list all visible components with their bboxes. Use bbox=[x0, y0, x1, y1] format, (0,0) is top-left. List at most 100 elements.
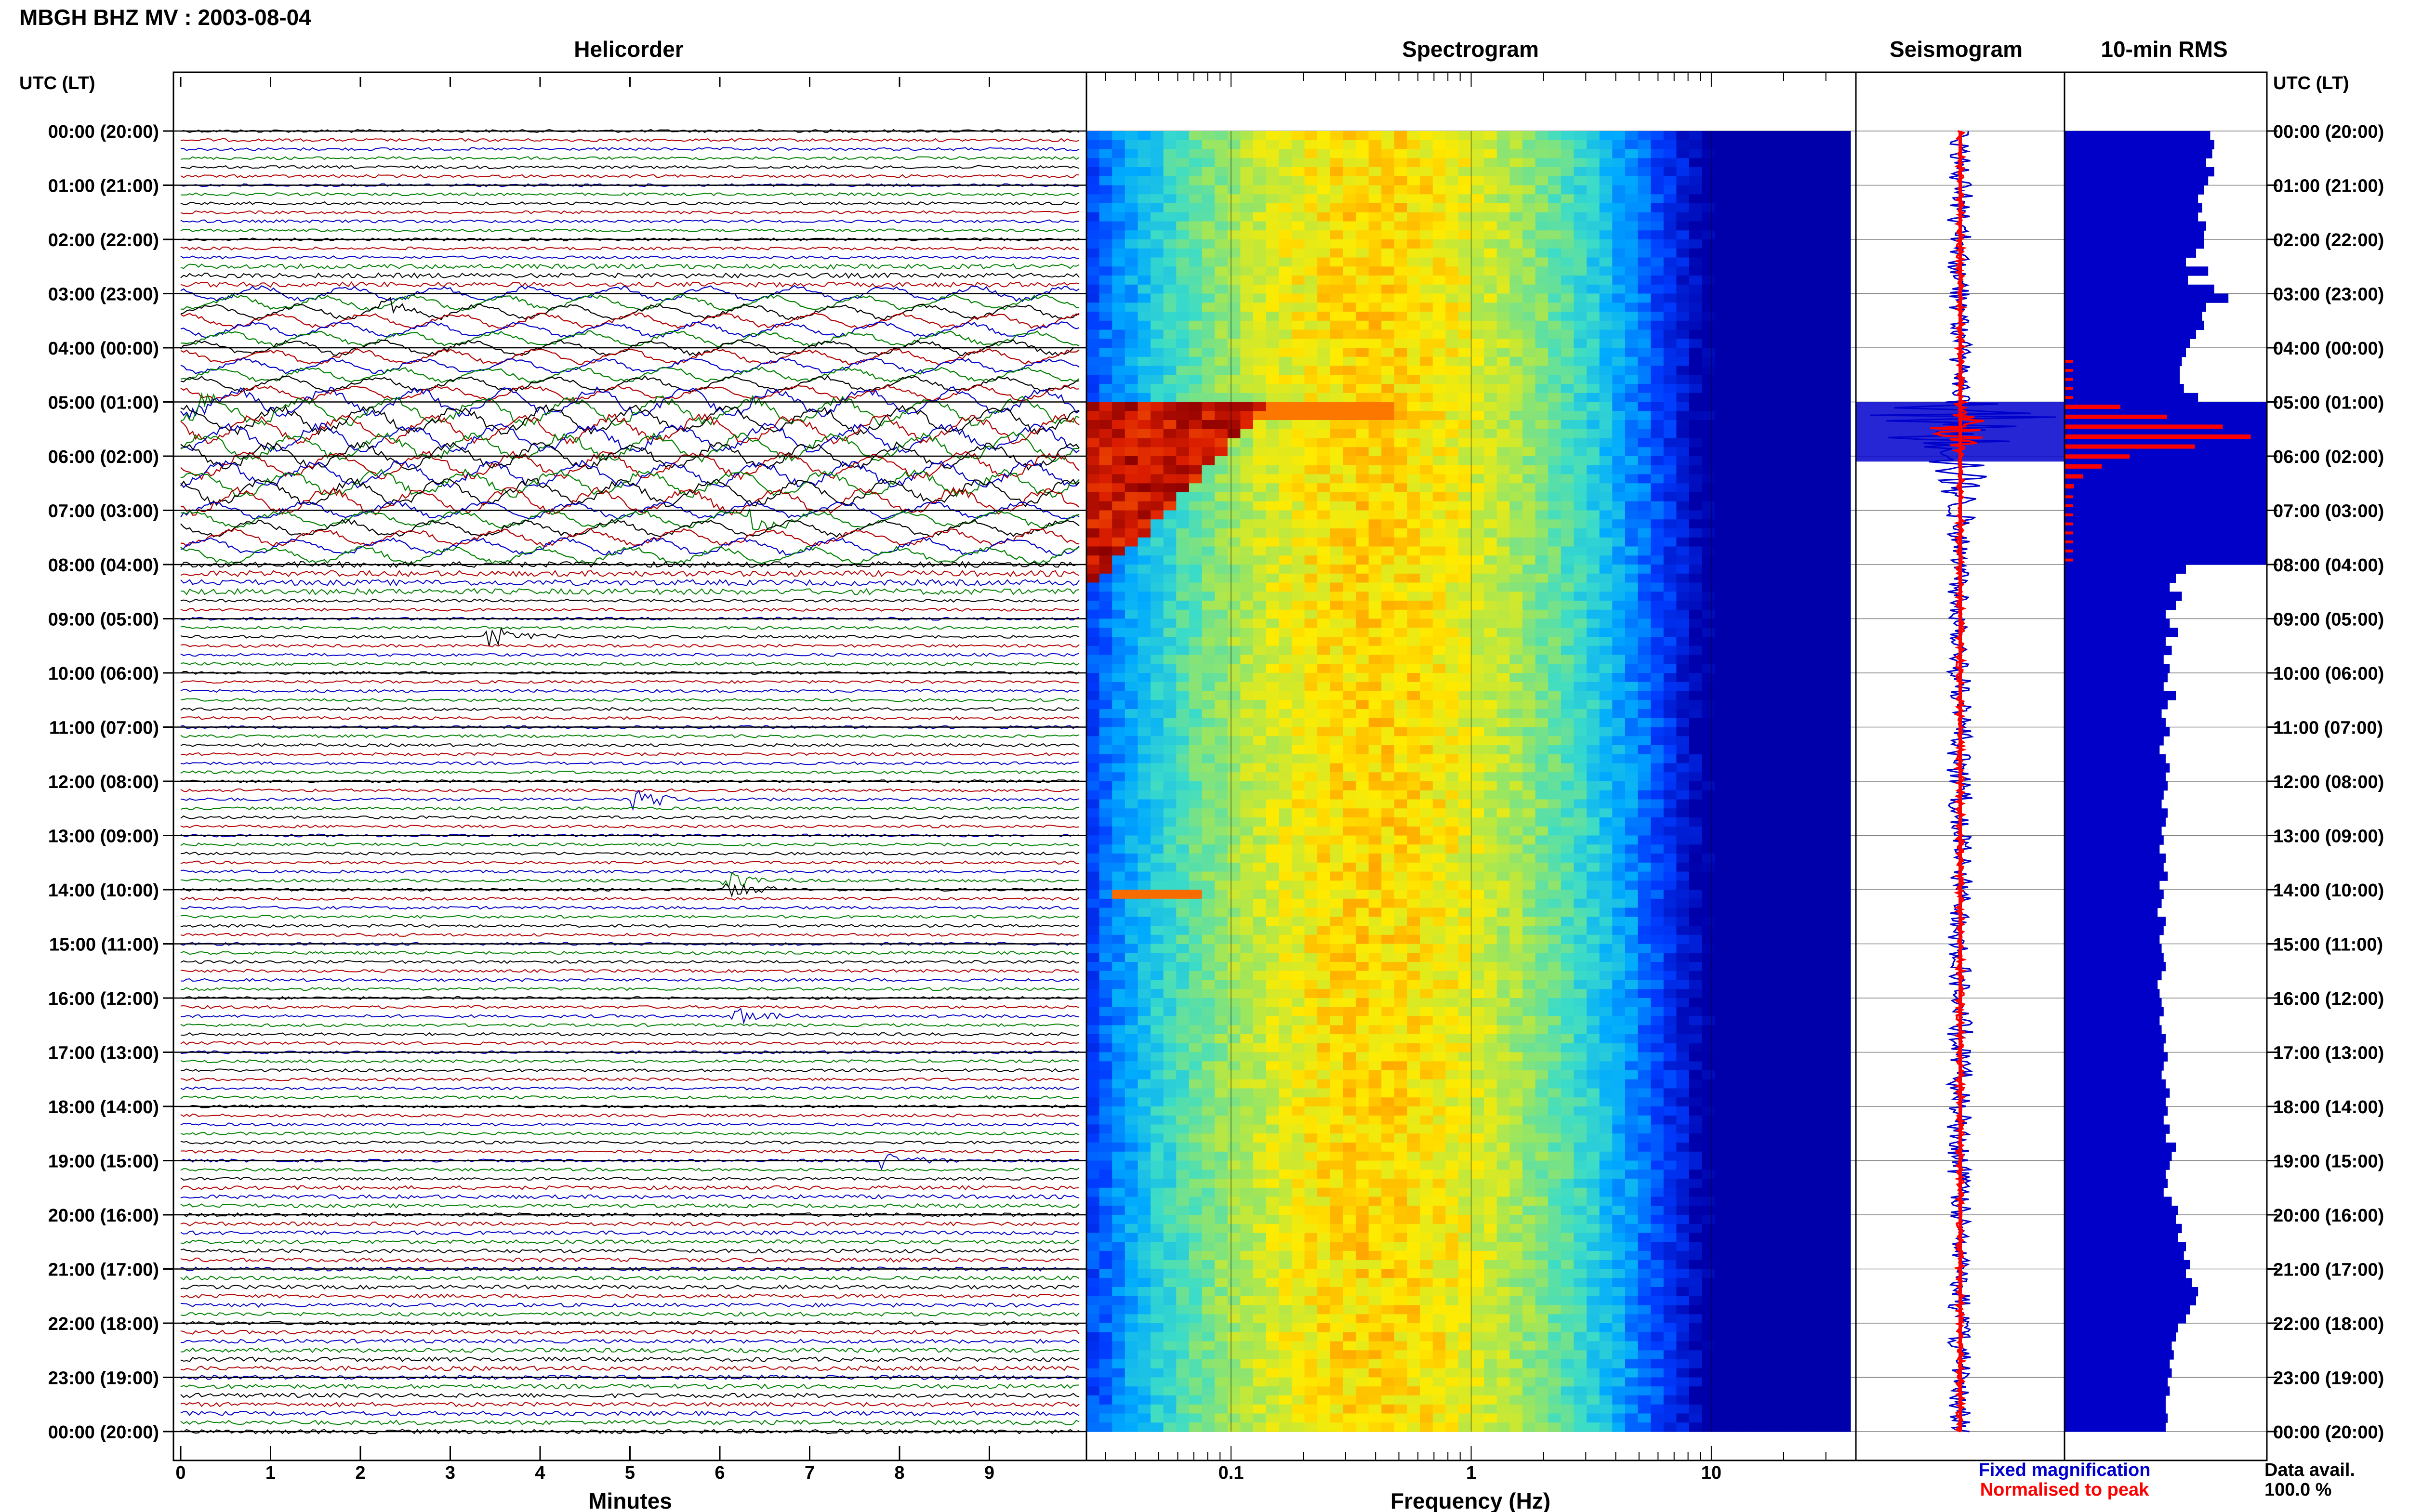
spectrogram-cell bbox=[1381, 393, 1395, 403]
spectrogram-cell bbox=[1663, 356, 1677, 367]
spectrogram-cell bbox=[1484, 565, 1497, 574]
spectrogram-cell bbox=[1587, 194, 1600, 204]
spectrogram-cell bbox=[1176, 664, 1190, 673]
spectrogram-cell bbox=[1253, 176, 1267, 186]
spectrogram-cell bbox=[1599, 420, 1613, 430]
spectrogram-cell bbox=[1689, 573, 1703, 583]
spectrogram-cell bbox=[1253, 537, 1267, 547]
spectrogram-cell bbox=[1240, 565, 1254, 574]
spectrogram-cell bbox=[1227, 384, 1241, 394]
spectrogram-cell bbox=[1753, 447, 1767, 457]
spectrogram-cell bbox=[1458, 645, 1472, 656]
spectrogram-cell bbox=[1368, 691, 1382, 700]
spectrogram-cell bbox=[1355, 149, 1369, 158]
spectrogram-cell bbox=[1522, 257, 1536, 267]
spectrogram-cell bbox=[1176, 546, 1190, 556]
spectrogram-cell bbox=[1151, 230, 1164, 240]
spectrogram-cell bbox=[1202, 411, 1215, 421]
spectrogram-cell bbox=[1215, 384, 1228, 394]
spectrogram-cell bbox=[1484, 411, 1497, 421]
spectrogram-cell bbox=[1394, 293, 1407, 303]
spectrogram-cell bbox=[1830, 637, 1843, 646]
spectrogram-cell bbox=[1317, 221, 1331, 231]
spectrogram-cell bbox=[1420, 709, 1433, 719]
spectrogram-cell bbox=[1330, 212, 1343, 222]
spectrogram-cell bbox=[1458, 745, 1472, 755]
spectrogram-cell bbox=[1253, 573, 1267, 583]
spectrogram-cell bbox=[1202, 501, 1215, 511]
spectrogram-cell bbox=[1407, 501, 1420, 511]
spectrogram-cell bbox=[1766, 582, 1779, 592]
spectrogram-cell bbox=[1702, 537, 1715, 547]
spectrogram-cell bbox=[1804, 302, 1818, 312]
spectrogram-cell bbox=[1330, 239, 1343, 249]
spectrogram-cell bbox=[1394, 501, 1407, 511]
spectrogram-cell bbox=[1522, 366, 1536, 375]
spectrogram-cell bbox=[1355, 356, 1369, 367]
spectrogram-cell bbox=[1304, 302, 1318, 312]
spectrogram-cell bbox=[1099, 718, 1112, 728]
spectrogram-cell bbox=[1163, 573, 1177, 583]
spectrogram-cell bbox=[1240, 257, 1254, 267]
spectrogram-cell bbox=[1138, 790, 1151, 800]
spectrogram-cell bbox=[1151, 537, 1164, 547]
spectrogram-cell bbox=[1727, 592, 1741, 601]
spectrogram-cell bbox=[1227, 628, 1241, 637]
spectrogram-cell bbox=[1202, 537, 1215, 547]
spectrogram-cell bbox=[1791, 194, 1805, 204]
spectrogram-cell bbox=[1086, 790, 1100, 800]
spectrogram-cell bbox=[1112, 592, 1125, 601]
spectrogram-cell bbox=[1702, 645, 1715, 656]
spectrogram-cell bbox=[1535, 637, 1549, 646]
spectrogram-cell bbox=[1535, 293, 1549, 303]
spectrogram-cell bbox=[1394, 302, 1407, 312]
spectrogram-cell bbox=[1189, 366, 1203, 375]
spectrogram-cell bbox=[1279, 501, 1292, 511]
spectrogram-cell bbox=[1689, 149, 1703, 158]
spectrogram-cell bbox=[1612, 411, 1626, 421]
spectrogram-cell bbox=[1343, 618, 1356, 628]
spectrogram-cell bbox=[1779, 700, 1792, 710]
spectrogram-cell bbox=[1317, 718, 1331, 728]
spectrogram-cell bbox=[1202, 248, 1215, 258]
spectrogram-cell bbox=[1420, 835, 1433, 845]
spectrogram-cell bbox=[1432, 700, 1446, 710]
spectrogram-cell bbox=[1791, 474, 1805, 484]
spectrogram-cell bbox=[1112, 402, 1125, 411]
spectrogram-cell bbox=[1509, 727, 1523, 736]
spectrogram-cell bbox=[1561, 799, 1574, 809]
spectrogram-cell bbox=[1535, 673, 1549, 683]
helicorder-trace bbox=[180, 263, 1080, 270]
spectrogram-cell bbox=[1548, 618, 1562, 628]
spectrogram-cell bbox=[1202, 790, 1215, 800]
spectrogram-cell bbox=[1484, 158, 1497, 168]
spectrogram-cell bbox=[1535, 248, 1549, 258]
spectrogram-cell bbox=[1227, 131, 1241, 141]
spectrogram-cell bbox=[1625, 537, 1639, 547]
spectrogram-cell bbox=[1727, 510, 1741, 520]
spectrogram-cell bbox=[1407, 492, 1420, 502]
spectrogram-cell bbox=[1394, 348, 1407, 357]
spectrogram-cell bbox=[1574, 781, 1587, 791]
spectrogram-cell bbox=[1496, 158, 1510, 168]
spectrogram-cell bbox=[1086, 519, 1100, 529]
spectrogram-cell bbox=[1715, 230, 1728, 240]
spectrogram-cell bbox=[1715, 149, 1728, 158]
spectrogram-cell bbox=[1227, 420, 1241, 430]
spectrogram-cell bbox=[1099, 835, 1112, 845]
spectrogram-cell bbox=[1804, 573, 1818, 583]
spectrogram-cell bbox=[1535, 230, 1549, 240]
spectrogram-cell bbox=[1445, 573, 1459, 583]
helicorder-trace bbox=[180, 579, 1080, 587]
spectrogram-cell bbox=[1266, 745, 1279, 755]
spectrogram-cell bbox=[1715, 194, 1728, 204]
spectrogram-cell bbox=[1548, 212, 1562, 222]
spectrogram-cell bbox=[1291, 835, 1305, 845]
spectrogram-cell bbox=[1330, 609, 1343, 619]
spectrogram-cell bbox=[1535, 645, 1549, 656]
spectrogram-cell bbox=[1804, 402, 1818, 411]
spectrogram-cell bbox=[1317, 447, 1331, 457]
spectrogram-cell bbox=[1215, 528, 1228, 538]
spectrogram-cell bbox=[1740, 356, 1754, 367]
spectrogram-cell bbox=[1407, 176, 1420, 186]
